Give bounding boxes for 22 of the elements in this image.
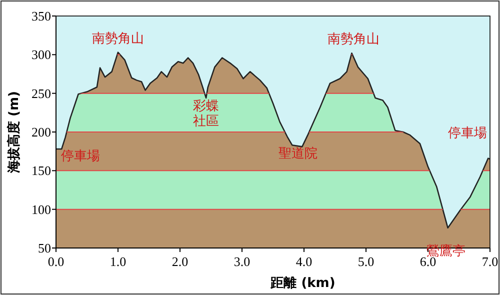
annotation: 彩蝶社區 [193,98,220,129]
y-tick-label: 100 [32,202,51,217]
y-tick-label: 250 [32,86,51,101]
x-tick-label: 3.0 [234,254,250,269]
y-tick-label: 150 [32,163,51,178]
x-tick-label: 4.0 [296,254,312,269]
annotation: 南勢角山 [328,32,380,48]
annotation: 聖道院 [278,146,318,162]
y-tick-label: 350 [32,8,51,24]
y-tick-label: 300 [32,47,51,62]
x-tick-label: 5.0 [358,254,374,269]
y-tick-label: 50 [38,240,51,256]
x-axis-title: 距離 (km) [270,276,336,291]
x-tick-label: 1.0 [110,254,126,269]
y-axis-title: 海拔高度 (m) [6,91,22,174]
y-tick-label: 200 [32,124,51,140]
x-tick-label: 2.0 [172,254,188,269]
annotation: 停車場 [448,126,487,142]
x-tick-label: 0.0 [48,254,64,269]
x-tick-label: 7.0 [482,254,498,269]
annotation: 南勢角山 [92,31,144,46]
annotation: 停車場 [61,148,100,164]
